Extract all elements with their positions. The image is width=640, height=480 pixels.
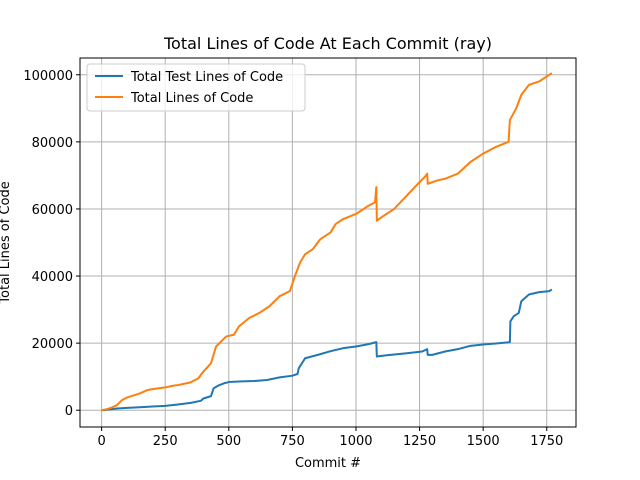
series-layer xyxy=(101,72,553,412)
x-tick-label: 1250 xyxy=(403,434,436,449)
x-tick-label: 750 xyxy=(280,434,305,449)
x-tick-label: 1000 xyxy=(339,434,372,449)
y-tick-label: 0 xyxy=(65,404,73,419)
x-axis-label: Commit # xyxy=(295,456,361,471)
chart-title: Total Lines of Code At Each Commit (ray) xyxy=(163,34,492,53)
x-tick-label: 0 xyxy=(97,434,105,449)
x-tick-label: 1500 xyxy=(467,434,500,449)
y-tick-label: 100000 xyxy=(23,69,73,84)
y-tick-label: 20000 xyxy=(32,337,73,352)
x-tick-label: 250 xyxy=(153,434,178,449)
y-tick-label: 40000 xyxy=(32,270,73,285)
plot-frame xyxy=(79,57,577,428)
series-line-0 xyxy=(101,288,553,412)
axis-ticks: 0 250 500 750 1000 1250 1500 1750 0 20000 40000 600… xyxy=(23,69,563,449)
legend-label-total-lines: Total Lines of Code xyxy=(130,91,253,106)
series-line-1 xyxy=(101,72,553,412)
legend-box xyxy=(86,63,306,112)
legend: Total Test Lines of Code Total Lines of … xyxy=(86,63,306,112)
y-axis-label: Total Lines of Code xyxy=(0,181,13,304)
y-tick-label: 80000 xyxy=(32,136,73,151)
x-tick-label: 500 xyxy=(216,434,241,449)
legend-label-test-lines: Total Test Lines of Code xyxy=(130,70,283,85)
y-tick-label: 60000 xyxy=(32,203,73,218)
x-tick-label: 1750 xyxy=(530,434,563,449)
